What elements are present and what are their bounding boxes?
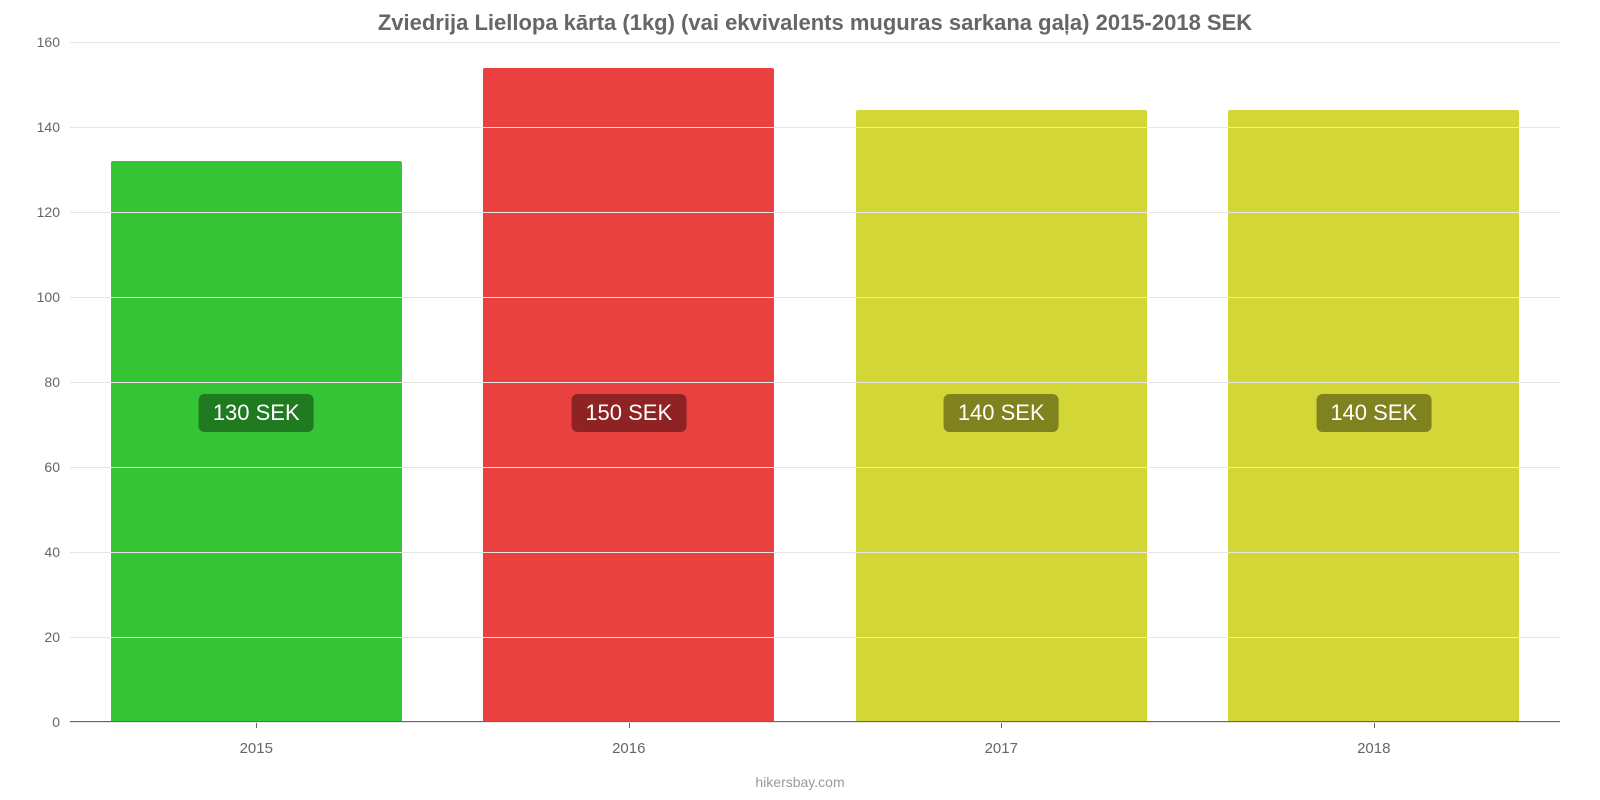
chart-gridline — [70, 467, 1560, 468]
chart-x-tick-label: 2015 — [240, 740, 273, 757]
chart-y-tick-label: 120 — [37, 204, 60, 220]
chart-y-tick-label: 0 — [52, 714, 60, 730]
chart-y-tick-label: 20 — [44, 629, 60, 645]
chart-y-tick-label: 40 — [44, 544, 60, 560]
chart-bar: 140 SEK — [1228, 110, 1519, 722]
chart-gridline — [70, 297, 1560, 298]
chart-bar-value-badge: 140 SEK — [1316, 394, 1431, 432]
chart-gridline — [70, 212, 1560, 213]
chart-gridline — [70, 42, 1560, 43]
chart-bar: 150 SEK — [483, 68, 774, 723]
chart-x-tick-label: 2018 — [1357, 740, 1390, 757]
chart-y-tick-label: 60 — [44, 459, 60, 475]
chart-bar-value-badge: 130 SEK — [199, 394, 314, 432]
chart-gridline — [70, 127, 1560, 128]
chart-gridline — [70, 552, 1560, 553]
chart-x-tick-label: 2016 — [612, 740, 645, 757]
chart-bar: 140 SEK — [856, 110, 1147, 722]
chart-plot-area: 130 SEK2015150 SEK2016140 SEK2017140 SEK… — [70, 42, 1560, 722]
chart-y-tick-label: 100 — [37, 289, 60, 305]
chart-y-tick-label: 160 — [37, 34, 60, 50]
chart-y-tick-label: 140 — [37, 119, 60, 135]
chart-bar-value-badge: 140 SEK — [944, 394, 1059, 432]
chart-bar-value-badge: 150 SEK — [571, 394, 686, 432]
chart-container: Zviedrija Liellopa kārta (1kg) (vai ekvi… — [0, 0, 1600, 800]
chart-source-label: hikersbay.com — [0, 774, 1600, 790]
chart-gridline — [70, 722, 1560, 723]
chart-x-tick-label: 2017 — [985, 740, 1018, 757]
chart-gridline — [70, 382, 1560, 383]
chart-gridline — [70, 637, 1560, 638]
chart-y-tick-label: 80 — [44, 374, 60, 390]
chart-title: Zviedrija Liellopa kārta (1kg) (vai ekvi… — [70, 10, 1560, 36]
